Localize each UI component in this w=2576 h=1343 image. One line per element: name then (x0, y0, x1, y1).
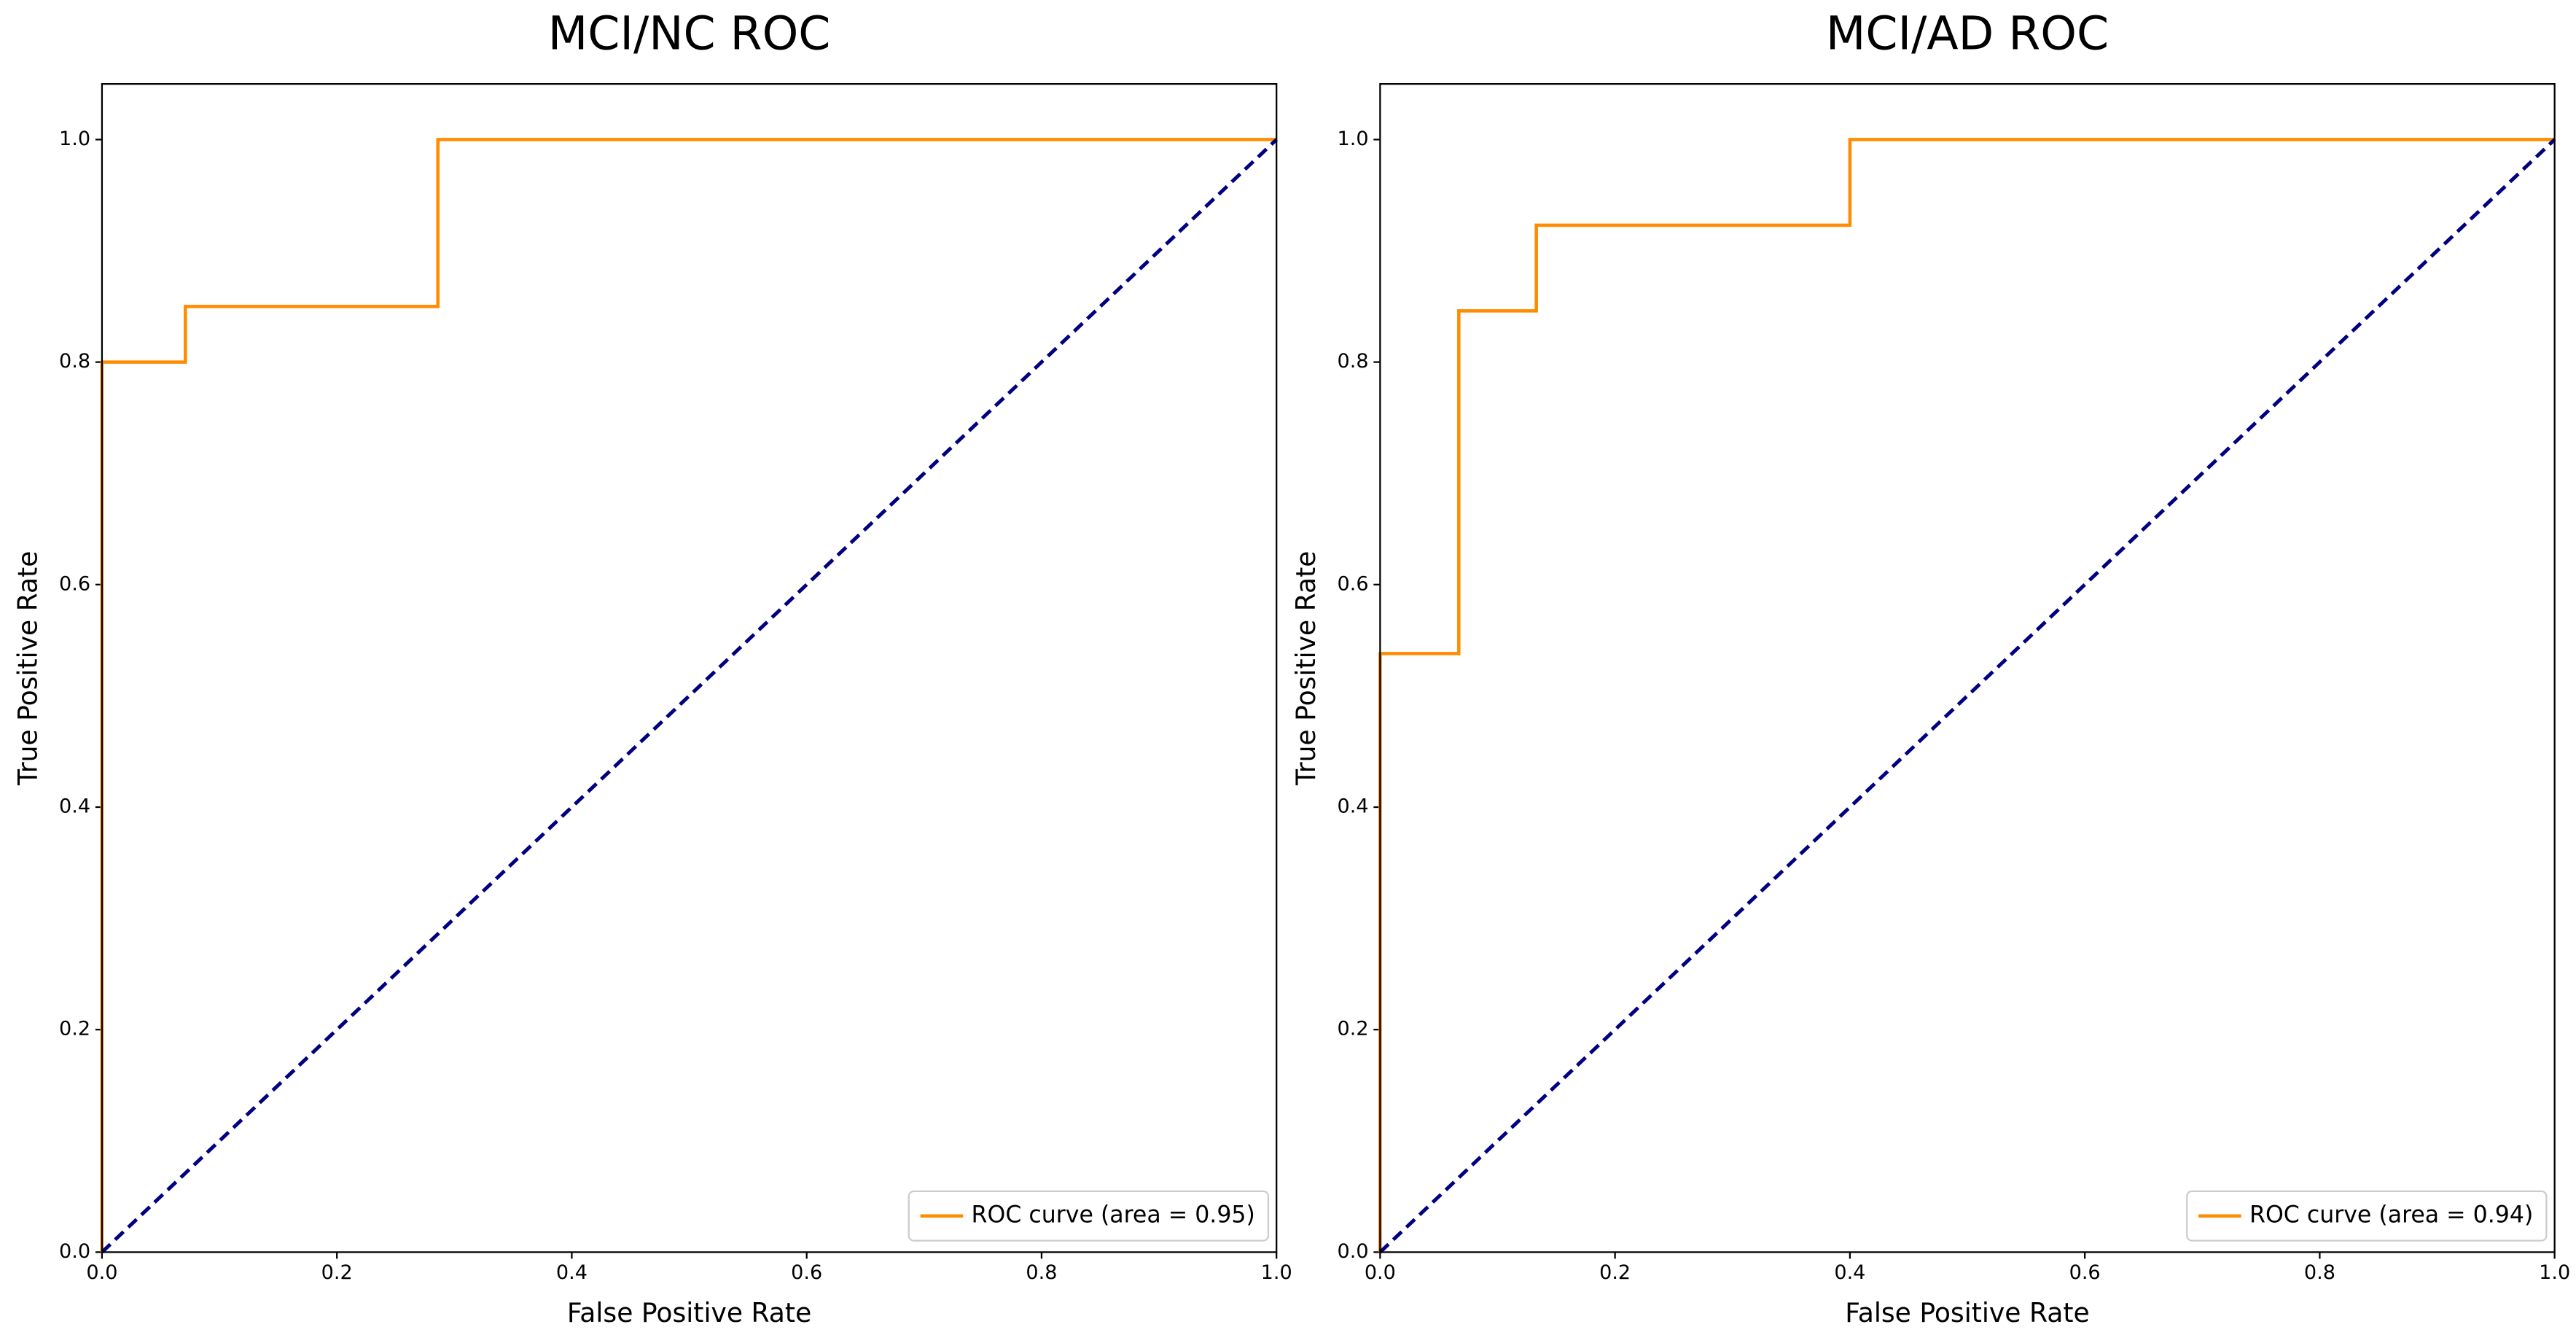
x-tick-label: 0.2 (1599, 1261, 1631, 1284)
legend: ROC curve (area = 0.94) (2186, 1190, 2548, 1242)
x-tick-label: 0.4 (1834, 1261, 1865, 1284)
x-tick-label: 1.0 (2539, 1261, 2570, 1284)
roc-line (1378, 138, 2556, 1254)
y-tick-label: 0.6 (1338, 572, 1369, 595)
y-tick-label: 0.8 (1338, 350, 1369, 373)
x-tick-label: 0.4 (556, 1261, 588, 1284)
legend-label: ROC curve (area = 0.94) (2249, 1202, 2533, 1229)
x-tick-label: 0.0 (1365, 1261, 1396, 1284)
y-tick-label: 0.0 (1338, 1240, 1369, 1263)
y-axis-label: True Positive Rate (1290, 551, 1322, 787)
y-tick-label: 1.0 (1338, 128, 1369, 150)
chart-panel: MCI/AD ROC 0.0 0.2 0.4 0.6 0.8 1.0 0.0 0.2 0.4 0.6… (1290, 6, 2570, 1328)
axes-frame (1379, 83, 2556, 1253)
axes-frame (101, 83, 1278, 1253)
x-tick-label: 0.8 (1026, 1261, 1057, 1284)
x-axis-label: False Positive Rate (567, 1297, 811, 1328)
legend-box (908, 1190, 1270, 1242)
y-tick-label: 0.2 (59, 1018, 90, 1040)
y-tick-label: 0.4 (59, 795, 90, 818)
chart-panel: MCI/NC ROC 0.0 0.2 0.4 0.6 0.8 1.0 0.0 0.2 0.4 0.6… (12, 6, 1292, 1328)
y-tick-label: 0.4 (1338, 795, 1369, 818)
roc-line (1378, 138, 2555, 1253)
y-axis-label: True Positive Rate (12, 551, 44, 787)
x-tick-label: 0.0 (86, 1261, 117, 1284)
x-tick-label: 0.6 (2069, 1261, 2101, 1284)
y-tick-label: 1.0 (59, 128, 90, 150)
legend-label: ROC curve (area = 0.95) (972, 1202, 1255, 1229)
y-tick-label: 0.0 (59, 1240, 90, 1263)
x-tick-label: 0.2 (321, 1261, 353, 1284)
x-axis-label: False Positive Rate (1845, 1297, 2089, 1328)
y-tick-label: 0.6 (59, 572, 90, 595)
legend-box (2186, 1190, 2548, 1242)
y-tick-label: 0.2 (1338, 1018, 1369, 1040)
x-tick-label: 0.8 (2304, 1261, 2335, 1284)
x-tick-label: 1.0 (1261, 1261, 1292, 1284)
chart-title: MCI/NC ROC (548, 6, 831, 60)
x-tick-label: 0.6 (791, 1261, 822, 1284)
y-tick-label: 0.8 (59, 350, 90, 373)
legend: ROC curve (area = 0.95) (908, 1190, 1270, 1242)
chart-title: MCI/AD ROC (1826, 6, 2109, 60)
roc-line (101, 138, 1278, 1254)
